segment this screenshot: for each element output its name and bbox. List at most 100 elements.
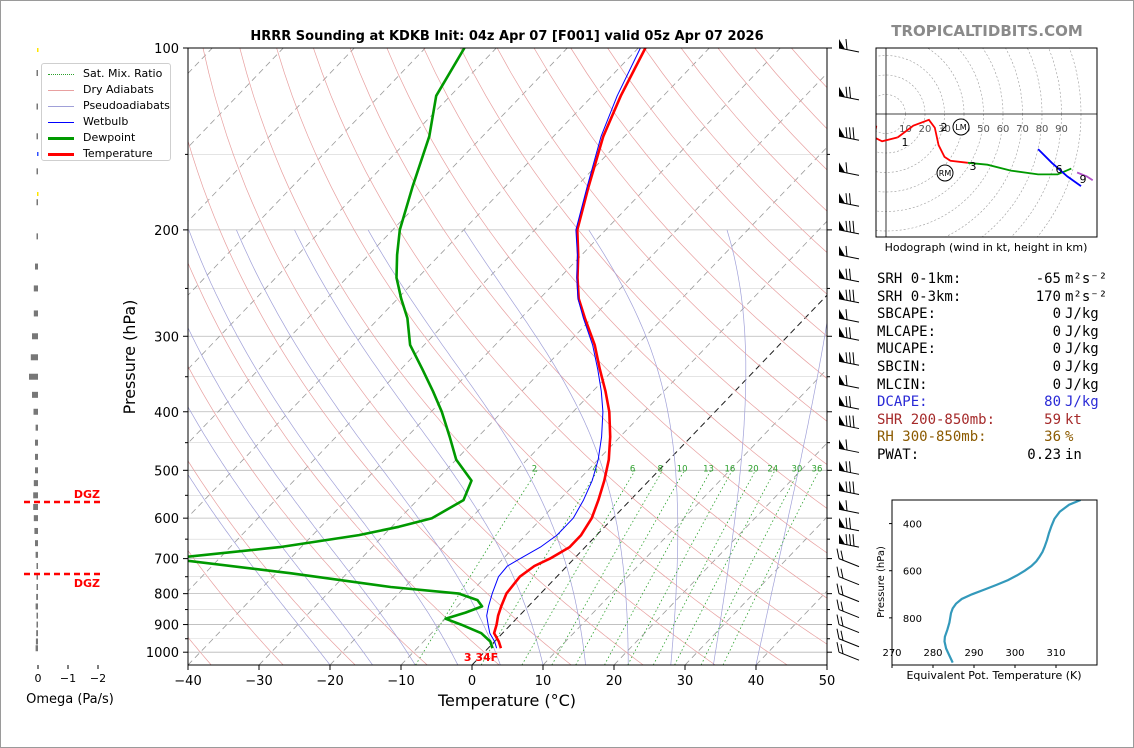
wind-barb-flag: [836, 628, 840, 639]
wind-barb-shaft: [838, 542, 860, 548]
wind-barb-shaft: [838, 490, 860, 496]
storm-motion-marker: [952, 118, 970, 136]
theta-y-tick-label: 400: [903, 520, 922, 531]
x-tick-label: 20: [606, 674, 623, 689]
wind-barb-flag: [852, 534, 855, 547]
wind-barb-shaft: [838, 558, 860, 568]
wind-barb-flag: [849, 127, 851, 139]
wind-barb-flag: [840, 616, 844, 627]
wind-barb-shaft: [838, 576, 860, 586]
wind-barb-flag: [840, 601, 844, 612]
theta-x-tick-label: 310: [1046, 648, 1065, 659]
stat-srh-0-1km: SRH 0-1km: -65 m²s⁻²: [877, 271, 1107, 289]
mixing-ratio-line: [415, 470, 538, 665]
wind-barb: [838, 127, 860, 141]
wind-barb-flag: [845, 375, 848, 386]
stat-mucape: MUCAPE: 0 J/kg: [877, 341, 1099, 359]
y-tick-label: 900: [154, 619, 179, 634]
omega-bar: [36, 70, 38, 77]
wind-barb-shaft: [838, 47, 860, 53]
x-tick-label: 50: [819, 674, 836, 689]
hodograph-ring-label: 20: [919, 124, 932, 135]
wind-barb-flag: [845, 245, 848, 257]
wind-barb-shaft: [838, 609, 860, 619]
stat-rh-300-850: RH 300-850mb: 36%: [877, 429, 1087, 447]
wind-barb-shaft: [838, 298, 860, 304]
parameter-stats: SRH 0-1km: -65 m²s⁻² SRH 0-3km: 170 m²s⁻² SB…: [877, 271, 1107, 465]
dry-adiabat-line: [276, 48, 788, 665]
wind-barb-pennant: [839, 481, 845, 492]
wind-barb-flag: [845, 268, 848, 280]
wind-barb-flag: [840, 630, 844, 641]
isotherm-line: [400, 220, 827, 665]
omega-bar: [33, 492, 38, 499]
y-tick-label: 1000: [146, 646, 179, 661]
wind-barb-shaft: [838, 254, 860, 260]
omega-level-marker: [37, 48, 39, 52]
wind-barb-flag: [849, 396, 851, 408]
mixing-ratio-label: 10: [677, 464, 688, 474]
x-tick-label: −40: [174, 674, 201, 689]
wind-barb-flag: [840, 585, 844, 596]
omega-level-marker: [37, 192, 39, 196]
wind-barb-flag: [849, 220, 851, 233]
y-tick-label: 500: [154, 464, 179, 479]
theta-x-tick-label: 280: [923, 648, 942, 659]
stat-key: MLCAPE:: [877, 323, 937, 340]
stat-value: -65: [1035, 271, 1061, 287]
omega-bar: [33, 515, 38, 522]
wind-barb: [838, 162, 860, 176]
wind-barb-pennant: [839, 461, 845, 472]
dewpoint-profile-line: [188, 48, 494, 649]
omega-tick-label: 0: [35, 672, 42, 685]
y-tick-label: 600: [154, 512, 179, 527]
wind-barb-flag: [845, 127, 848, 138]
y-tick-label: 800: [154, 588, 179, 603]
wind-barb: [838, 86, 860, 101]
pseudoadiabat-line: [367, 229, 586, 665]
legend-label: Wetbulb: [83, 115, 129, 128]
stat-unit: J/kg: [1065, 376, 1099, 393]
wind-barb-pennant: [839, 220, 845, 232]
omega-bar: [36, 133, 38, 140]
theta-e-profile-line: [943, 500, 1082, 664]
hodograph-trace: [876, 125, 898, 143]
stat-value: 0: [1052, 376, 1061, 393]
mixing-ratio-label: 13: [703, 464, 714, 474]
isotherm-line: [188, 48, 426, 296]
hodograph-height-label: 6: [1056, 163, 1063, 176]
stat-unit: %: [1065, 429, 1074, 446]
wind-barb-flag: [849, 289, 851, 302]
wind-barb-flag: [845, 86, 848, 98]
wind-barb: [838, 439, 860, 453]
pseudoadiabat-line: [463, 229, 629, 665]
hodograph-ring-label: 60: [997, 124, 1010, 135]
stat-key: PWAT:: [877, 446, 920, 463]
wind-barb: [836, 548, 860, 568]
omega-bar: [30, 354, 38, 361]
isotherm-line: [188, 48, 781, 665]
wind-barb: [838, 534, 860, 548]
wind-barb-flag: [849, 461, 851, 473]
theta-y-tick-label: 800: [903, 614, 922, 625]
stat-value: 80: [1044, 394, 1061, 411]
mixing-ratio-line: [652, 470, 756, 665]
stat-unit: J/kg: [1065, 341, 1099, 358]
wind-barb-flag: [836, 548, 840, 559]
stat-key: SBCIN:: [877, 358, 928, 375]
stat-value: 0: [1052, 323, 1061, 340]
omega-tick-label: −2: [90, 672, 106, 685]
pseudoadiabat-line: [236, 229, 501, 665]
stat-value: 0: [1052, 306, 1061, 323]
legend-swatch-pseudoadiabats: [48, 106, 74, 107]
stat-key: DCAPE:: [877, 394, 928, 411]
omega-bar: [36, 103, 38, 110]
omega-bar: [34, 527, 38, 534]
wind-barb-flag: [836, 566, 840, 577]
x-tick-label: 10: [535, 674, 552, 689]
wind-barb: [838, 396, 860, 410]
omega-panel: 0 −1 −2 DGZ DGZ Omega (Pa/s): [24, 48, 114, 707]
wind-barb-flag: [840, 644, 844, 654]
x-tick-label: −10: [387, 674, 414, 689]
mixing-ratio-line: [722, 470, 820, 665]
